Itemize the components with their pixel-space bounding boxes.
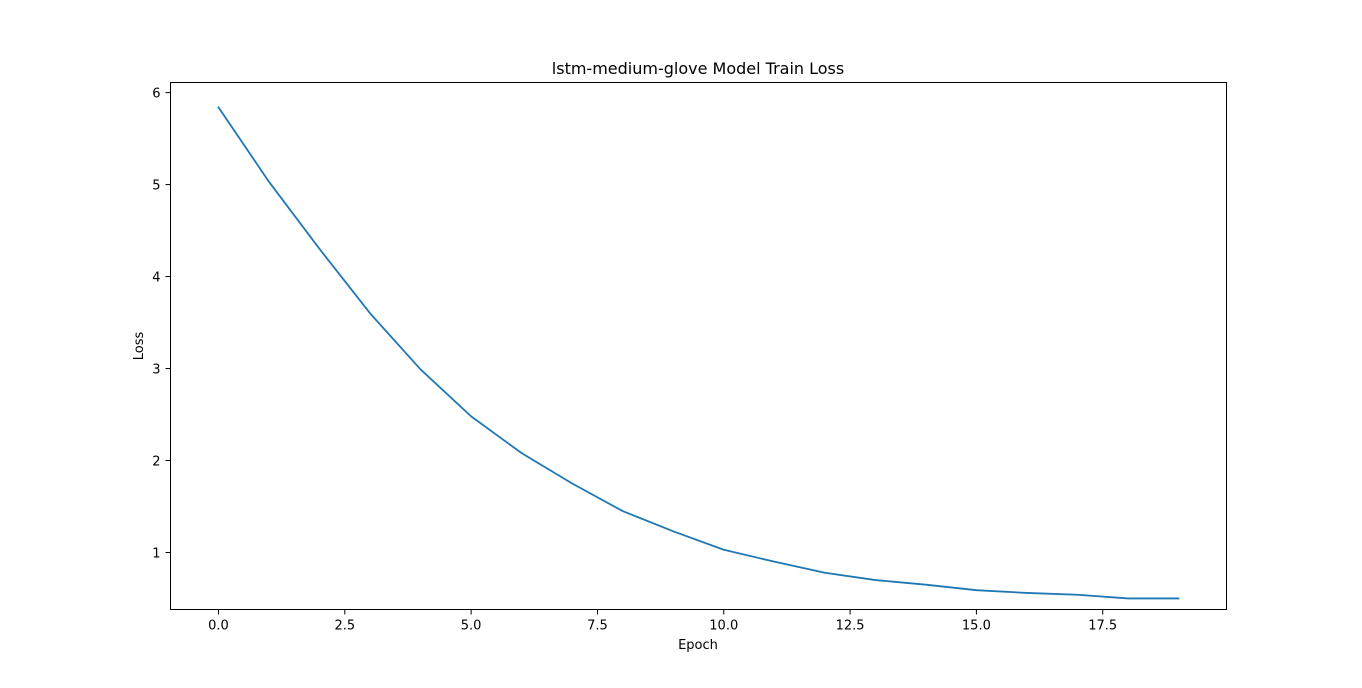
data-point [521,452,523,454]
data-point [824,572,826,574]
y-tick-label: 4 [152,271,160,286]
data-point [268,181,270,183]
data-point [1026,592,1028,594]
x-axis-ticks: 0.0 2.5 5.0 7.5 10.0 12.5 15.0 17.5 [208,609,1117,634]
data-point [925,584,927,586]
y-tick-label: 6 [152,87,160,102]
data-point [319,248,321,250]
series-line-0 [217,106,1180,600]
data-point [1178,598,1180,600]
x-tick-label: 10.0 [709,619,738,634]
y-tick-label: 2 [152,455,160,470]
x-tick-label: 0.0 [208,619,229,634]
data-point [420,369,422,371]
data-point [622,510,624,512]
data-point [470,415,472,417]
data-point [571,483,573,485]
y-tick-label: 1 [152,546,160,561]
y-tick-label: 5 [152,179,160,194]
x-tick-label: 5.0 [461,619,482,634]
data-point [1077,594,1079,596]
data-point [773,561,775,563]
data-point [975,589,977,591]
x-axis-label: Epoch [678,638,718,653]
x-tick-label: 2.5 [334,619,355,634]
data-point [369,312,371,314]
x-tick-label: 17.5 [1088,619,1117,634]
data-point [874,579,876,581]
x-tick-label: 15.0 [962,619,991,634]
data-point [723,549,725,551]
data-point [672,530,674,532]
series-layer [217,106,1180,600]
data-point [1127,598,1129,600]
data-point [218,106,220,108]
y-tick-label: 3 [152,363,160,378]
chart-title: lstm-medium-glove Model Train Loss [552,59,844,78]
plot-area-frame [170,82,1227,610]
y-axis-label: Loss [132,332,147,361]
x-tick-label: 12.5 [836,619,865,634]
x-tick-label: 7.5 [587,619,608,634]
y-axis-ticks: 1 2 3 4 5 6 [152,87,171,561]
